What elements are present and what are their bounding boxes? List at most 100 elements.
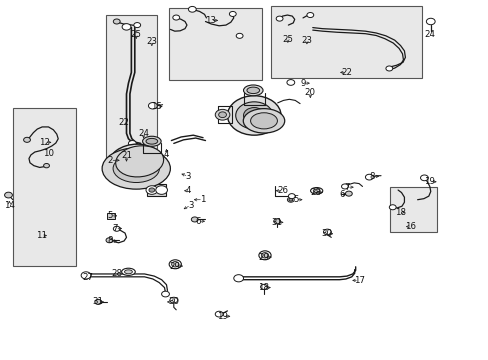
- Circle shape: [95, 300, 102, 305]
- Text: 25: 25: [130, 30, 142, 39]
- Circle shape: [306, 13, 313, 18]
- Circle shape: [243, 108, 264, 123]
- Circle shape: [23, 137, 30, 142]
- Circle shape: [365, 174, 372, 180]
- Text: 19: 19: [424, 177, 434, 186]
- Text: 10: 10: [43, 149, 54, 158]
- Circle shape: [215, 109, 229, 120]
- Circle shape: [146, 186, 158, 194]
- Text: 4: 4: [163, 150, 169, 159]
- Bar: [168, 8, 261, 80]
- Text: 29: 29: [258, 253, 269, 262]
- Text: 31: 31: [271, 218, 282, 227]
- Circle shape: [108, 144, 166, 187]
- Bar: [107, 213, 115, 219]
- Ellipse shape: [116, 146, 163, 177]
- Text: 22: 22: [118, 118, 129, 127]
- Text: 8: 8: [369, 172, 374, 181]
- Ellipse shape: [243, 109, 284, 133]
- Circle shape: [188, 6, 196, 12]
- Text: 12: 12: [39, 138, 50, 147]
- Circle shape: [233, 275, 243, 282]
- Ellipse shape: [102, 148, 170, 189]
- Circle shape: [229, 12, 236, 17]
- Circle shape: [169, 297, 177, 303]
- Text: 7: 7: [112, 224, 118, 233]
- Text: 16: 16: [404, 222, 415, 231]
- Circle shape: [191, 217, 198, 222]
- Text: 7: 7: [344, 183, 349, 192]
- Ellipse shape: [122, 268, 135, 275]
- Text: 25: 25: [282, 35, 293, 44]
- Text: 19: 19: [217, 312, 227, 321]
- Text: 30: 30: [168, 297, 179, 306]
- Circle shape: [106, 238, 113, 243]
- Text: 2: 2: [107, 156, 113, 165]
- Ellipse shape: [258, 251, 270, 260]
- Circle shape: [323, 229, 330, 235]
- Circle shape: [235, 102, 272, 129]
- Circle shape: [345, 191, 351, 196]
- Text: 13: 13: [204, 16, 215, 25]
- Text: 1: 1: [200, 195, 205, 204]
- Ellipse shape: [171, 262, 179, 267]
- Ellipse shape: [243, 85, 263, 96]
- Ellipse shape: [142, 136, 161, 146]
- Text: 24: 24: [138, 129, 149, 138]
- Circle shape: [113, 226, 120, 231]
- Text: 5: 5: [107, 211, 113, 220]
- Circle shape: [218, 112, 226, 118]
- Text: 15: 15: [151, 102, 162, 111]
- Bar: [271, 6, 422, 78]
- Text: 23: 23: [146, 37, 157, 46]
- Circle shape: [113, 19, 120, 24]
- Text: 20: 20: [304, 87, 315, 96]
- Circle shape: [426, 18, 434, 25]
- Circle shape: [287, 197, 294, 202]
- Bar: [105, 15, 157, 158]
- Circle shape: [288, 194, 295, 199]
- Circle shape: [43, 163, 49, 168]
- Ellipse shape: [310, 188, 322, 194]
- Circle shape: [288, 198, 292, 201]
- Text: 6: 6: [339, 190, 344, 199]
- Text: 24: 24: [424, 30, 434, 39]
- Text: 22: 22: [341, 68, 352, 77]
- Circle shape: [172, 15, 179, 20]
- Circle shape: [236, 33, 243, 39]
- Text: 28: 28: [111, 269, 122, 278]
- Text: 11: 11: [36, 231, 46, 240]
- Ellipse shape: [124, 270, 132, 274]
- Bar: [389, 187, 436, 232]
- Text: 8: 8: [107, 237, 113, 246]
- Circle shape: [149, 188, 155, 192]
- Circle shape: [81, 272, 91, 279]
- Ellipse shape: [250, 113, 277, 129]
- Circle shape: [161, 291, 169, 297]
- Circle shape: [215, 311, 223, 317]
- Circle shape: [125, 157, 149, 175]
- Text: 21: 21: [121, 151, 132, 160]
- Circle shape: [341, 184, 347, 189]
- Circle shape: [276, 16, 283, 21]
- Text: 6: 6: [195, 217, 201, 226]
- Circle shape: [260, 284, 267, 289]
- Circle shape: [4, 192, 12, 198]
- Text: 30: 30: [320, 229, 331, 238]
- Text: 5: 5: [292, 195, 298, 204]
- Ellipse shape: [146, 138, 158, 144]
- Ellipse shape: [261, 253, 268, 258]
- Text: 27: 27: [82, 273, 93, 282]
- Circle shape: [122, 24, 131, 30]
- Bar: [147, 184, 166, 196]
- Circle shape: [156, 186, 167, 194]
- Circle shape: [420, 175, 427, 181]
- Text: 18: 18: [258, 283, 269, 292]
- Text: 3: 3: [185, 172, 191, 181]
- Text: 4: 4: [185, 186, 191, 195]
- Circle shape: [385, 66, 392, 71]
- Text: 23: 23: [301, 36, 312, 45]
- Text: 31: 31: [93, 297, 103, 306]
- Circle shape: [388, 205, 395, 210]
- Text: 3: 3: [188, 201, 193, 210]
